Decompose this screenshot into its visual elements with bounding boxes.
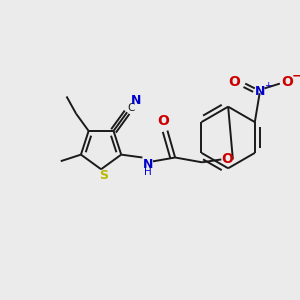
Text: O: O	[282, 75, 293, 89]
Text: S: S	[100, 169, 109, 182]
Text: O: O	[221, 152, 233, 167]
Text: +: +	[264, 81, 271, 90]
Text: O: O	[229, 75, 241, 89]
Text: N: N	[254, 85, 265, 98]
Text: O: O	[158, 114, 169, 128]
Text: N: N	[130, 94, 141, 106]
Text: C: C	[127, 103, 135, 113]
Text: H: H	[144, 167, 152, 177]
Text: −: −	[292, 69, 300, 82]
Text: N: N	[143, 158, 153, 171]
